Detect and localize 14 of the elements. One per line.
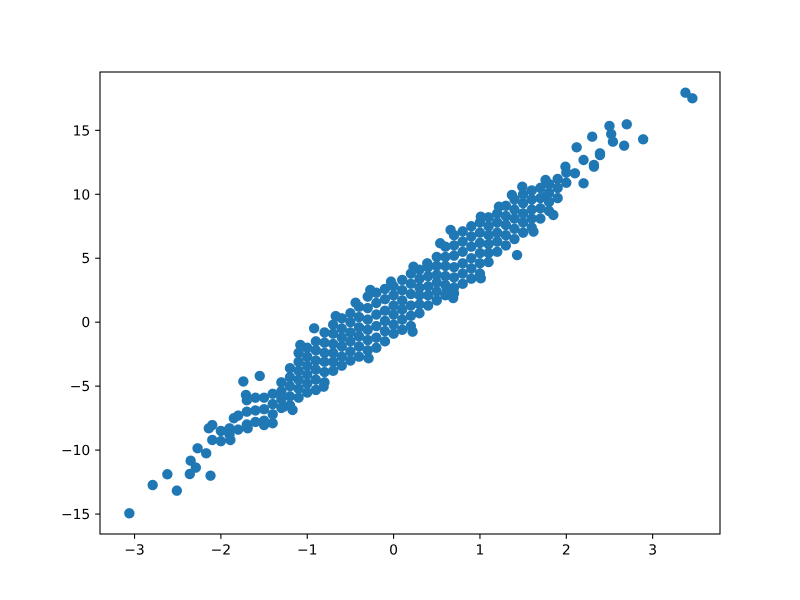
x-tick-label: −2 bbox=[210, 542, 232, 558]
x-tick-label: 3 bbox=[648, 542, 658, 558]
y-tick-label: 5 bbox=[81, 251, 90, 268]
x-tick-label: 1 bbox=[476, 542, 484, 558]
y-tick-label: −5 bbox=[70, 379, 90, 396]
y-tick-label: 10 bbox=[72, 187, 90, 204]
y-tick-label: 0 bbox=[81, 315, 90, 332]
x-tick-label: 0 bbox=[389, 542, 398, 558]
y-tick-label: −15 bbox=[60, 507, 90, 524]
y-tick-label: −10 bbox=[60, 443, 90, 460]
x-tick-label: −3 bbox=[124, 542, 145, 558]
x-tick-label: −1 bbox=[297, 542, 318, 558]
x-tick-label: 2 bbox=[562, 542, 571, 558]
y-tick-label: 15 bbox=[72, 123, 90, 140]
